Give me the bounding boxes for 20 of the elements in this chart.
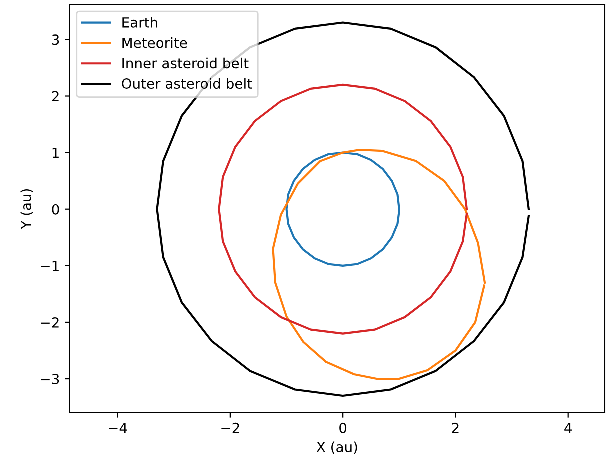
y-axis-title: Y (au) — [20, 189, 34, 230]
legend-label: Earth — [122, 17, 158, 28]
x-tick-label: 4 — [564, 423, 572, 434]
legend-label: Outer asteroid belt — [122, 78, 252, 90]
x-tick-label: −2 — [222, 422, 240, 434]
y-tick-label: −1 — [41, 261, 59, 272]
legend-label: Meteorite — [122, 38, 188, 48]
y-tick-label: 1 — [52, 148, 59, 158]
y-tick-label: 2 — [52, 91, 59, 102]
y-tick-label: 3 — [52, 34, 60, 46]
y-tick-label: −2 — [41, 317, 59, 328]
legend-label: Inner asteroid belt — [122, 58, 249, 69]
x-axis-title: X (au) — [316, 442, 358, 454]
x-tick-label: 2 — [452, 422, 459, 434]
line-series — [272, 148, 486, 380]
y-tick-label: −3 — [41, 374, 60, 384]
x-tick-label: −4 — [109, 423, 128, 434]
x-tick-label: 0 — [340, 422, 347, 434]
line-series — [286, 152, 400, 267]
y-tick-label: 0 — [52, 204, 60, 215]
